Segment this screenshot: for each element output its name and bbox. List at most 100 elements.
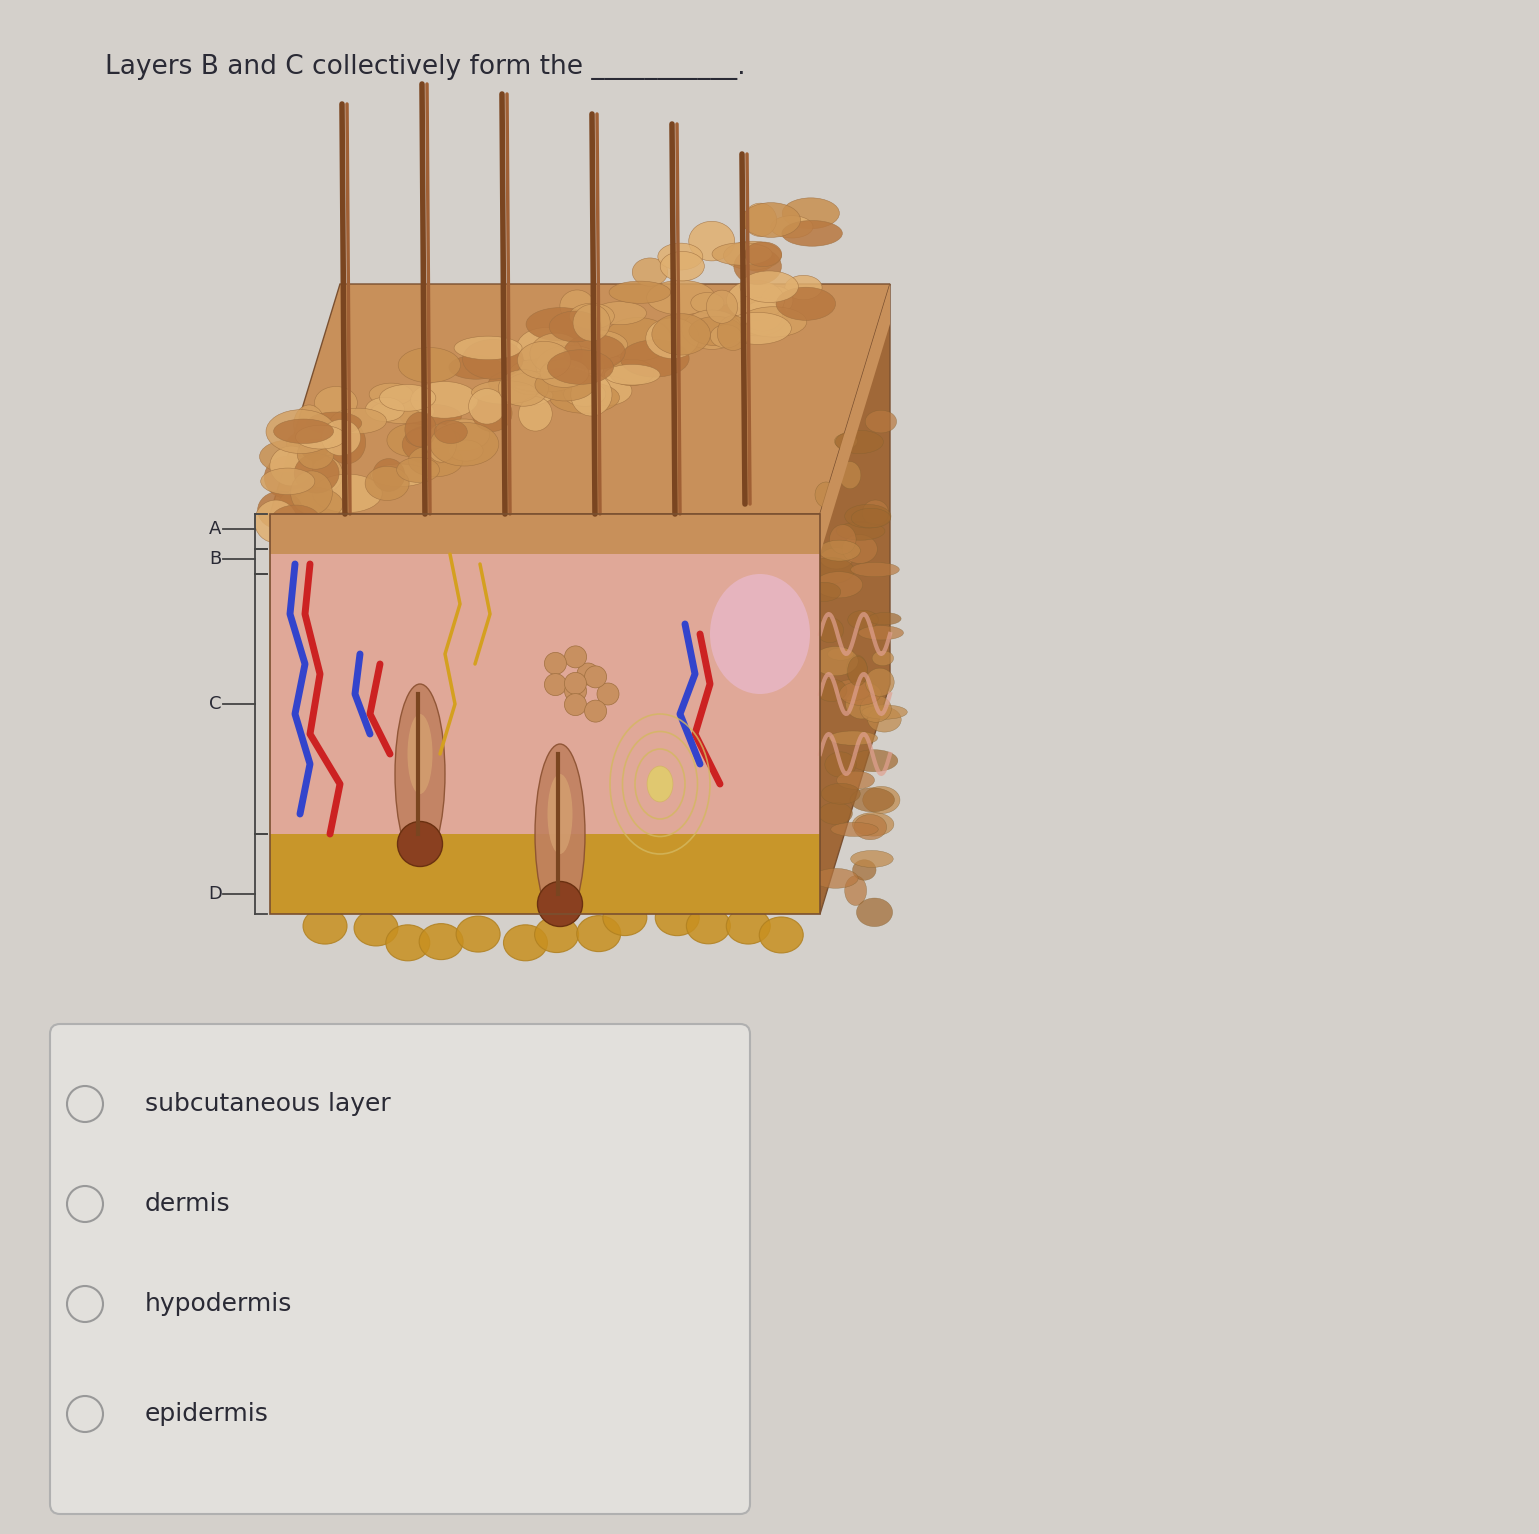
Ellipse shape [405, 413, 437, 446]
Ellipse shape [842, 535, 877, 563]
Ellipse shape [466, 873, 511, 913]
Ellipse shape [371, 399, 434, 423]
Ellipse shape [740, 272, 799, 302]
Ellipse shape [819, 802, 853, 824]
Ellipse shape [308, 457, 343, 492]
Ellipse shape [706, 810, 751, 850]
Ellipse shape [657, 244, 703, 270]
Ellipse shape [617, 868, 662, 908]
Ellipse shape [517, 342, 571, 379]
Ellipse shape [365, 466, 409, 500]
Ellipse shape [686, 908, 731, 943]
Ellipse shape [286, 431, 331, 457]
Ellipse shape [328, 867, 371, 907]
Ellipse shape [271, 505, 320, 537]
Ellipse shape [429, 422, 499, 466]
Ellipse shape [565, 693, 586, 715]
Ellipse shape [537, 882, 582, 927]
Ellipse shape [853, 859, 876, 881]
Ellipse shape [848, 611, 879, 629]
Ellipse shape [689, 221, 734, 261]
Ellipse shape [560, 290, 594, 322]
Ellipse shape [585, 666, 606, 687]
Ellipse shape [862, 500, 888, 525]
Ellipse shape [822, 784, 860, 804]
Ellipse shape [839, 462, 860, 489]
Ellipse shape [380, 385, 436, 411]
Ellipse shape [399, 348, 460, 382]
Text: dermis: dermis [145, 1192, 231, 1216]
Ellipse shape [411, 382, 479, 419]
Ellipse shape [563, 382, 606, 407]
Ellipse shape [830, 525, 856, 554]
Ellipse shape [863, 787, 900, 813]
Ellipse shape [646, 281, 716, 314]
Ellipse shape [540, 359, 589, 388]
Ellipse shape [816, 680, 846, 701]
Text: A: A [209, 520, 222, 538]
Ellipse shape [299, 419, 331, 460]
Ellipse shape [449, 356, 503, 379]
Ellipse shape [609, 281, 671, 304]
Ellipse shape [656, 899, 699, 936]
FancyBboxPatch shape [49, 1025, 749, 1514]
Polygon shape [269, 834, 820, 914]
Ellipse shape [845, 876, 866, 905]
Ellipse shape [328, 422, 366, 463]
Text: C: C [209, 695, 222, 713]
Ellipse shape [559, 359, 593, 400]
Ellipse shape [743, 202, 777, 236]
Ellipse shape [295, 425, 346, 449]
Ellipse shape [312, 474, 382, 512]
Ellipse shape [520, 865, 563, 905]
Ellipse shape [597, 683, 619, 706]
Ellipse shape [545, 652, 566, 675]
Ellipse shape [565, 680, 586, 703]
Ellipse shape [294, 405, 325, 445]
Ellipse shape [836, 430, 883, 454]
Ellipse shape [548, 350, 614, 385]
Ellipse shape [743, 301, 782, 331]
Ellipse shape [840, 681, 880, 706]
Ellipse shape [534, 916, 579, 953]
Ellipse shape [834, 680, 871, 701]
Ellipse shape [742, 247, 774, 272]
Ellipse shape [562, 810, 606, 851]
Ellipse shape [569, 304, 614, 328]
Ellipse shape [859, 626, 903, 640]
Ellipse shape [543, 357, 585, 379]
Ellipse shape [386, 925, 429, 960]
Ellipse shape [646, 318, 699, 359]
Ellipse shape [536, 744, 585, 923]
Ellipse shape [723, 241, 782, 270]
Ellipse shape [723, 313, 791, 345]
Ellipse shape [682, 310, 742, 350]
Ellipse shape [711, 325, 742, 348]
Ellipse shape [563, 334, 625, 370]
Ellipse shape [562, 868, 605, 908]
Ellipse shape [782, 198, 839, 229]
Ellipse shape [306, 413, 362, 434]
Ellipse shape [713, 242, 773, 265]
Text: D: D [208, 885, 222, 904]
Ellipse shape [369, 384, 412, 405]
Ellipse shape [706, 290, 737, 324]
Ellipse shape [294, 422, 351, 456]
Ellipse shape [660, 252, 705, 281]
Ellipse shape [536, 345, 605, 387]
Ellipse shape [573, 304, 611, 341]
Ellipse shape [828, 647, 854, 660]
Ellipse shape [386, 423, 437, 457]
Ellipse shape [757, 811, 800, 851]
Ellipse shape [503, 925, 548, 960]
Ellipse shape [846, 655, 868, 684]
Ellipse shape [279, 486, 343, 522]
Ellipse shape [448, 440, 483, 462]
Ellipse shape [439, 419, 489, 451]
Ellipse shape [294, 454, 339, 492]
Ellipse shape [808, 583, 840, 601]
Ellipse shape [820, 548, 853, 569]
Polygon shape [269, 284, 890, 514]
Ellipse shape [831, 822, 879, 836]
Ellipse shape [291, 471, 332, 515]
